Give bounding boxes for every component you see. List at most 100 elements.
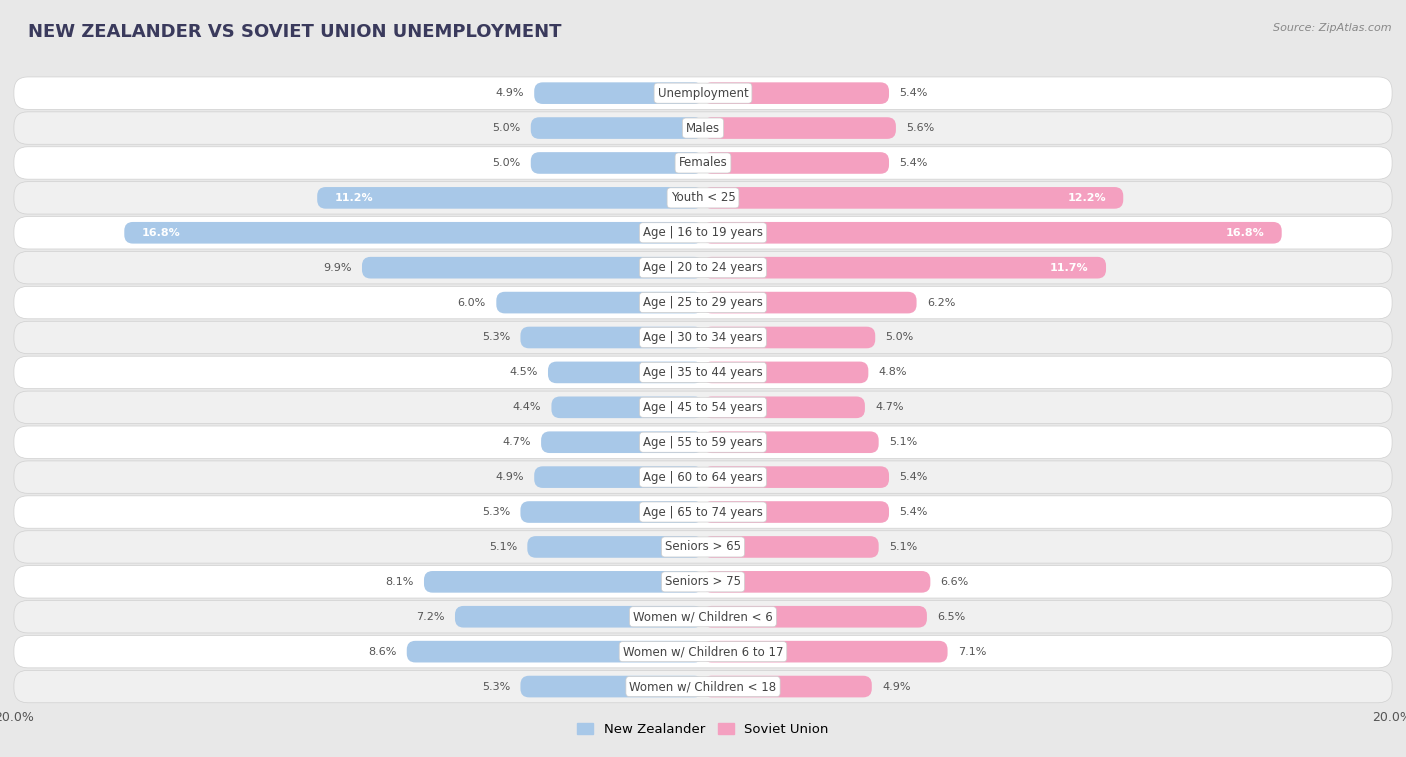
Text: Age | 20 to 24 years: Age | 20 to 24 years [643,261,763,274]
Text: 12.2%: 12.2% [1067,193,1107,203]
Text: Age | 65 to 74 years: Age | 65 to 74 years [643,506,763,519]
FancyBboxPatch shape [14,112,1392,145]
Text: Women w/ Children < 18: Women w/ Children < 18 [630,680,776,693]
FancyBboxPatch shape [406,641,703,662]
Text: 9.9%: 9.9% [323,263,352,273]
Text: 7.2%: 7.2% [416,612,444,621]
FancyBboxPatch shape [425,571,703,593]
FancyBboxPatch shape [124,222,703,244]
FancyBboxPatch shape [703,152,889,174]
FancyBboxPatch shape [551,397,703,418]
FancyBboxPatch shape [496,291,703,313]
FancyBboxPatch shape [703,641,948,662]
FancyBboxPatch shape [456,606,703,628]
Text: 16.8%: 16.8% [1226,228,1264,238]
FancyBboxPatch shape [703,362,869,383]
FancyBboxPatch shape [318,187,703,209]
Text: 5.3%: 5.3% [482,681,510,692]
FancyBboxPatch shape [548,362,703,383]
FancyBboxPatch shape [703,187,1123,209]
FancyBboxPatch shape [703,257,1107,279]
Text: 5.4%: 5.4% [900,158,928,168]
Text: 5.0%: 5.0% [492,123,520,133]
FancyBboxPatch shape [14,286,1392,319]
FancyBboxPatch shape [703,676,872,697]
Text: 5.1%: 5.1% [889,542,917,552]
Text: 4.7%: 4.7% [502,438,531,447]
FancyBboxPatch shape [14,357,1392,388]
FancyBboxPatch shape [14,496,1392,528]
FancyBboxPatch shape [531,117,703,139]
Text: 7.1%: 7.1% [957,646,986,656]
Text: 11.2%: 11.2% [335,193,373,203]
Text: Age | 35 to 44 years: Age | 35 to 44 years [643,366,763,379]
FancyBboxPatch shape [14,321,1392,354]
FancyBboxPatch shape [703,431,879,453]
Text: Males: Males [686,122,720,135]
Text: 4.9%: 4.9% [882,681,911,692]
Text: Seniors > 75: Seniors > 75 [665,575,741,588]
FancyBboxPatch shape [14,391,1392,423]
Text: 8.1%: 8.1% [385,577,413,587]
FancyBboxPatch shape [534,466,703,488]
Text: Age | 16 to 19 years: Age | 16 to 19 years [643,226,763,239]
FancyBboxPatch shape [703,117,896,139]
FancyBboxPatch shape [14,182,1392,214]
FancyBboxPatch shape [541,431,703,453]
FancyBboxPatch shape [14,426,1392,459]
FancyBboxPatch shape [14,600,1392,633]
FancyBboxPatch shape [14,671,1392,702]
Text: 6.2%: 6.2% [927,298,955,307]
Text: Women w/ Children 6 to 17: Women w/ Children 6 to 17 [623,645,783,658]
Text: 6.5%: 6.5% [938,612,966,621]
Text: Age | 55 to 59 years: Age | 55 to 59 years [643,436,763,449]
FancyBboxPatch shape [520,676,703,697]
Text: 11.7%: 11.7% [1050,263,1088,273]
FancyBboxPatch shape [703,397,865,418]
Text: Seniors > 65: Seniors > 65 [665,540,741,553]
Text: 5.1%: 5.1% [889,438,917,447]
Text: 4.8%: 4.8% [879,367,907,378]
Text: 4.7%: 4.7% [875,402,904,413]
Text: 5.1%: 5.1% [489,542,517,552]
FancyBboxPatch shape [14,251,1392,284]
Text: 5.4%: 5.4% [900,507,928,517]
FancyBboxPatch shape [703,291,917,313]
Text: 5.4%: 5.4% [900,472,928,482]
Text: Age | 30 to 34 years: Age | 30 to 34 years [643,331,763,344]
FancyBboxPatch shape [703,327,875,348]
FancyBboxPatch shape [703,606,927,628]
Text: Source: ZipAtlas.com: Source: ZipAtlas.com [1274,23,1392,33]
FancyBboxPatch shape [527,536,703,558]
Text: NEW ZEALANDER VS SOVIET UNION UNEMPLOYMENT: NEW ZEALANDER VS SOVIET UNION UNEMPLOYME… [28,23,561,41]
Text: Youth < 25: Youth < 25 [671,192,735,204]
Text: 5.0%: 5.0% [886,332,914,342]
FancyBboxPatch shape [14,77,1392,109]
FancyBboxPatch shape [534,83,703,104]
Text: Age | 60 to 64 years: Age | 60 to 64 years [643,471,763,484]
Text: 4.4%: 4.4% [513,402,541,413]
Text: 4.9%: 4.9% [495,472,524,482]
FancyBboxPatch shape [361,257,703,279]
Text: 8.6%: 8.6% [368,646,396,656]
FancyBboxPatch shape [520,501,703,523]
FancyBboxPatch shape [703,83,889,104]
Text: 5.0%: 5.0% [492,158,520,168]
Text: 4.5%: 4.5% [509,367,537,378]
FancyBboxPatch shape [14,635,1392,668]
FancyBboxPatch shape [14,461,1392,494]
FancyBboxPatch shape [703,501,889,523]
Text: Women w/ Children < 6: Women w/ Children < 6 [633,610,773,623]
Legend: New Zealander, Soviet Union: New Zealander, Soviet Union [572,718,834,741]
FancyBboxPatch shape [703,571,931,593]
FancyBboxPatch shape [14,531,1392,563]
FancyBboxPatch shape [14,565,1392,598]
Text: 5.4%: 5.4% [900,88,928,98]
Text: Females: Females [679,157,727,170]
Text: 4.9%: 4.9% [495,88,524,98]
Text: 16.8%: 16.8% [142,228,180,238]
FancyBboxPatch shape [520,327,703,348]
Text: 5.3%: 5.3% [482,507,510,517]
FancyBboxPatch shape [14,147,1392,179]
Text: 5.3%: 5.3% [482,332,510,342]
